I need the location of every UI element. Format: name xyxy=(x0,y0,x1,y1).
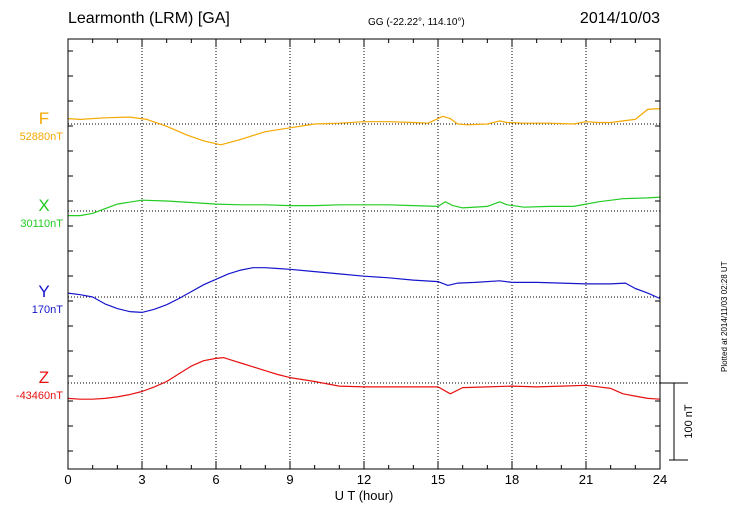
series-name-f: F xyxy=(39,109,49,128)
plot-date: 2014/10/03 xyxy=(579,10,660,27)
x-axis-label: U T (hour) xyxy=(335,488,394,503)
series-baseline-y: 170nT xyxy=(32,304,63,316)
station-coordinates: GG (-22.22°, 114.10°) xyxy=(368,17,465,28)
x-tick-label: 3 xyxy=(138,472,145,487)
x-tick-label: 15 xyxy=(431,472,445,487)
x-tick-label: 0 xyxy=(64,472,71,487)
series-name-z: Z xyxy=(39,368,49,387)
series-line-f xyxy=(67,108,661,146)
plot-frame xyxy=(67,38,661,470)
x-tick-label: 24 xyxy=(653,472,667,487)
series-line-x xyxy=(68,196,661,217)
x-tick-label: 6 xyxy=(212,472,219,487)
x-tick-label: 18 xyxy=(505,472,519,487)
station-title: Learmonth (LRM) [GA] xyxy=(68,10,230,27)
series-baseline-f: 52880nT xyxy=(20,131,64,143)
series-line-y xyxy=(67,267,661,313)
plotted-timestamp: Plotted at 2014/11/03 02:28 UT xyxy=(720,261,729,372)
x-tick-label: 12 xyxy=(357,472,371,487)
series-baseline-x: 30110nT xyxy=(20,218,63,230)
x-tick-label: 21 xyxy=(579,472,593,487)
series-name-y: Y xyxy=(38,282,49,301)
series-baseline-z: -43460nT xyxy=(16,390,63,402)
x-tick-label: 9 xyxy=(286,472,293,487)
series-line-z xyxy=(67,357,661,400)
scale-bar-label: 100 nT xyxy=(683,404,695,439)
series-name-x: X xyxy=(38,196,49,215)
